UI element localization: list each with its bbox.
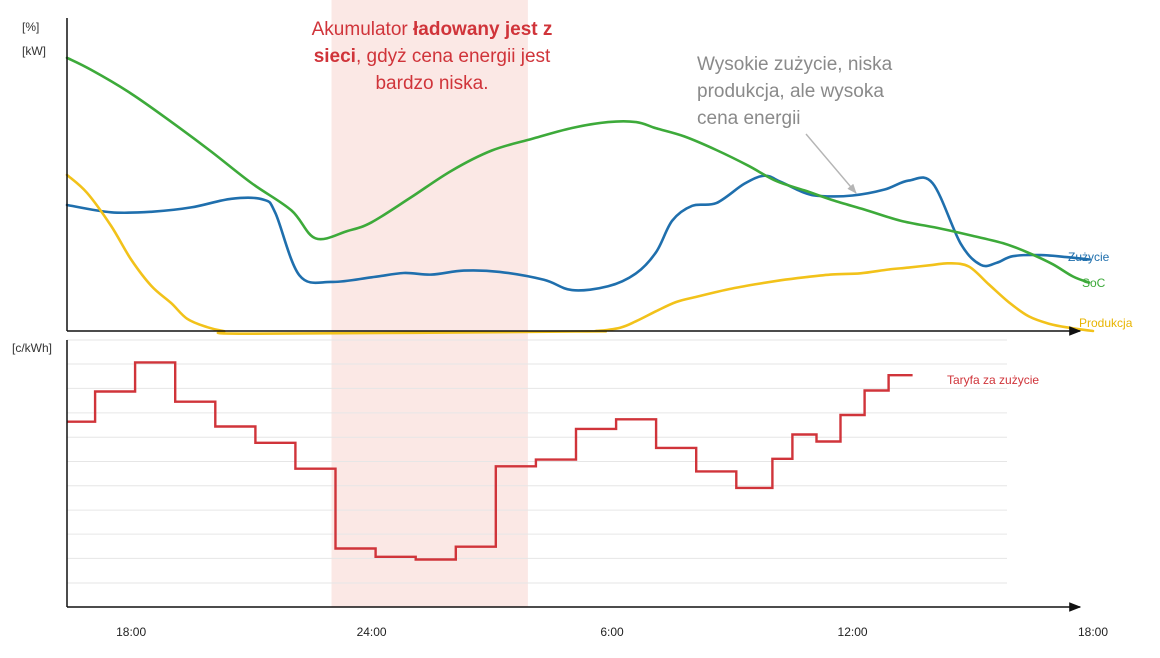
annotation-arrow	[805, 133, 857, 194]
tariff-grid	[67, 339, 1007, 584]
bottom-panel-series	[67, 361, 913, 561]
x-tick-label: 12:00	[838, 625, 868, 639]
charging-annotation-line3: bardzo niska.	[375, 73, 488, 94]
charging-annotation: Akumulator ładowany jest z sieci, gdyż c…	[312, 19, 553, 94]
x-tick-label: 18:00	[116, 625, 146, 639]
high-usage-annotation-line1: Wysokie zużycie, niska	[697, 54, 893, 75]
high-usage-annotation-line3: cena energii	[697, 108, 801, 129]
charging-annotation-line1: Akumulator ładowany jest z	[312, 19, 553, 40]
x-tick-label: 6:00	[600, 625, 624, 639]
series-label-consumption: Zużycie	[1068, 250, 1110, 264]
series-label-production: Produkcja	[1079, 316, 1133, 330]
high-usage-annotation: Wysokie zużycie, niska produkcja, ale wy…	[697, 54, 893, 194]
series-line-production	[65, 173, 1095, 336]
series-line-soc	[65, 56, 1091, 284]
series-label-tariff: Taryfa za zużycie	[947, 373, 1039, 387]
x-tick-label: 18:00	[1078, 625, 1108, 639]
unit-label-kw: [kW]	[22, 44, 46, 58]
series-line-consumption	[65, 174, 1091, 292]
unit-label-percent: [%]	[22, 20, 39, 34]
series-label-soc: SoC	[1082, 276, 1106, 290]
high-usage-annotation-line2: produkcja, ale wysoka	[697, 81, 884, 102]
x-tick-labels: 18:00 24:00 6:00 12:00 18:00	[116, 625, 1108, 639]
top-panel-series	[65, 56, 1095, 336]
series-line-tariff	[67, 361, 913, 561]
x-tick-label: 24:00	[357, 625, 387, 639]
charging-annotation-line2: sieci, gdyż cena energii jest	[314, 46, 551, 67]
unit-label-price: [c/kWh]	[12, 341, 52, 355]
